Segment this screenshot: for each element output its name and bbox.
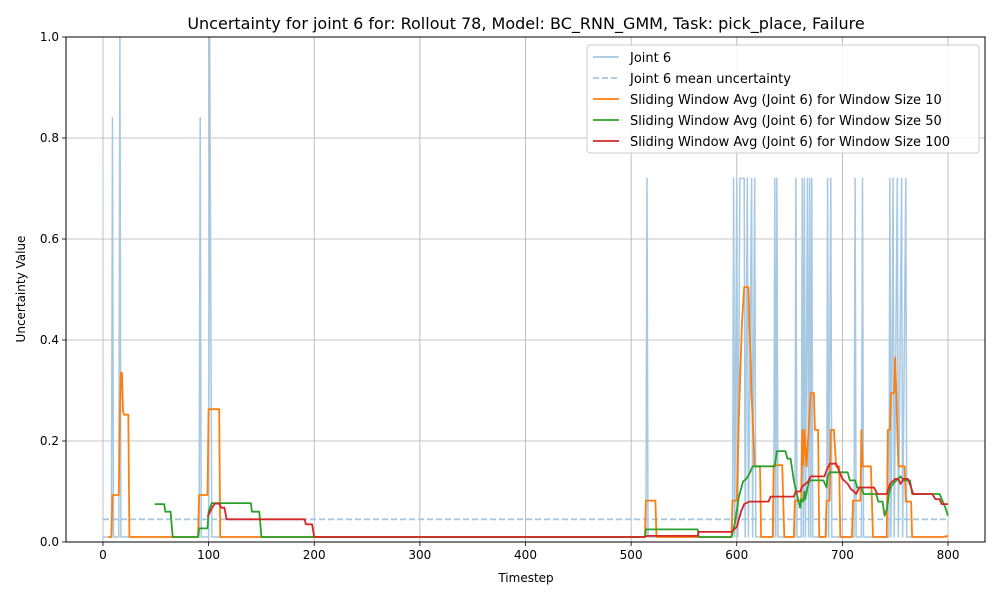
x-axis: 0 100 200 300 400 500 600 700 800 — [99, 542, 959, 562]
legend-box — [586, 44, 980, 154]
y-axis: 0.0 0.2 0.4 0.6 0.8 1.0 — [40, 30, 66, 549]
legend-entry-label: Sliding Window Avg (Joint 6) for Window … — [630, 93, 942, 108]
legend-entry-label: Sliding Window Avg (Joint 6) for Window … — [630, 135, 950, 150]
series-layer — [103, 36, 949, 538]
x-tick-label: 700 — [831, 548, 854, 562]
y-tick-label: 0.2 — [40, 434, 59, 448]
x-tick-label: 200 — [303, 548, 326, 562]
x-tick-label: 300 — [408, 548, 431, 562]
y-tick-label: 0.0 — [40, 535, 59, 549]
x-tick-label: 600 — [725, 548, 748, 562]
x-tick-label: 0 — [99, 548, 107, 562]
y-tick-label: 0.6 — [40, 232, 59, 246]
x-axis-label: Timestep — [497, 571, 553, 585]
legend-entry-label: Sliding Window Avg (Joint 6) for Window … — [630, 114, 942, 129]
legend-entry-label: Joint 6 — [629, 51, 671, 66]
series-line-sliding-window-avg-joint-6-for-window-size-100 — [206, 462, 948, 538]
y-tick-label: 1.0 — [40, 30, 59, 44]
x-tick-label: 800 — [937, 548, 960, 562]
series-line-sliding-window-avg-joint-6-for-window-size-50 — [154, 450, 949, 538]
x-tick-label: 400 — [514, 548, 537, 562]
x-tick-label: 500 — [620, 548, 643, 562]
legend-entry-label: Joint 6 mean uncertainty — [629, 72, 791, 87]
y-tick-label: 0.8 — [40, 131, 59, 145]
x-tick-label: 100 — [197, 548, 220, 562]
legend: Joint 6 Joint 6 mean uncertainty Sliding W… — [586, 44, 980, 154]
y-axis-label: Uncertainty Value — [14, 236, 28, 343]
series-line-sliding-window-avg-joint-6-for-window-size-10 — [108, 286, 949, 538]
chart-title: Uncertainty for joint 6 for: Rollout 78,… — [187, 14, 864, 34]
series-line-joint-6 — [103, 36, 948, 538]
y-tick-label: 0.4 — [40, 333, 59, 347]
